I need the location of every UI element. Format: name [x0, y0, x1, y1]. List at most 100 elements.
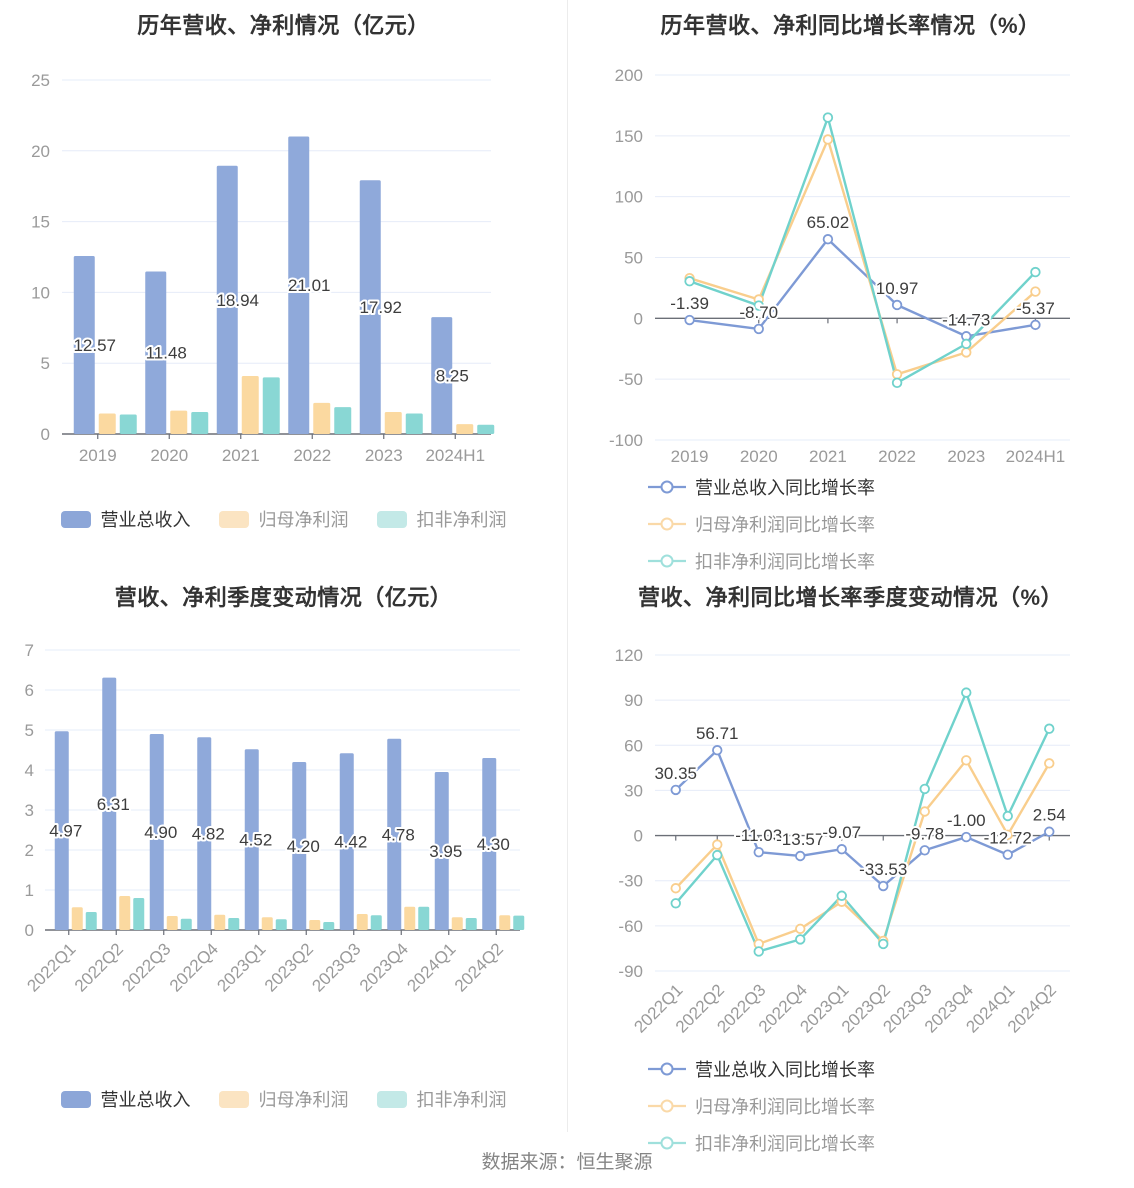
- svg-text:2022: 2022: [293, 446, 331, 465]
- svg-text:2022: 2022: [878, 447, 916, 466]
- chart-title: 历年营收、净利同比增长率情况（%）: [660, 13, 1041, 38]
- legend-label: 营业总收入同比增长率: [695, 1060, 875, 1080]
- legend-label: 归母净利润同比增长率: [695, 1097, 875, 1117]
- legend-line-marker-icon: [648, 517, 686, 531]
- legend-item-yearly-bar-0[interactable]: 营业总收入: [60, 506, 191, 532]
- svg-text:-1.00: -1.00: [947, 811, 986, 830]
- legend-line-marker-icon: [648, 1136, 686, 1150]
- svg-text:5: 5: [25, 721, 34, 740]
- legend-swatch-icon: [376, 510, 407, 528]
- svg-text:30: 30: [624, 781, 643, 800]
- legend-item-yearly-bar-2[interactable]: 扣非净利润: [376, 506, 507, 532]
- svg-text:-9.07: -9.07: [822, 823, 861, 842]
- svg-text:25: 25: [31, 71, 50, 90]
- legend-yearly-growth: 营业总收入同比增长率 归母净利润同比增长率扣非净利润同比增长率: [647, 474, 1134, 574]
- legend-label: 营业总收入: [100, 1090, 191, 1110]
- svg-text:2019: 2019: [671, 447, 709, 466]
- svg-text:2022Q1: 2022Q1: [23, 939, 79, 995]
- svg-text:2020: 2020: [740, 447, 778, 466]
- svg-text:4: 4: [25, 761, 34, 780]
- legend-swatch-icon: [218, 1090, 249, 1108]
- svg-text:6: 6: [25, 681, 34, 700]
- svg-text:2021: 2021: [222, 446, 260, 465]
- column-divider: [567, 0, 568, 1132]
- legend-label: 归母净利润: [258, 510, 349, 530]
- legend-yearly-bar: 营业总收入 归母净利润 扣非净利润: [0, 506, 567, 532]
- svg-text:0: 0: [25, 921, 34, 940]
- svg-text:120: 120: [615, 646, 643, 665]
- svg-text:2022Q3: 2022Q3: [118, 939, 174, 995]
- svg-text:2024H1: 2024H1: [425, 446, 485, 465]
- svg-text:0: 0: [41, 425, 50, 444]
- legend-swatch-icon: [60, 1090, 91, 1108]
- svg-text:-1.39: -1.39: [670, 294, 709, 313]
- svg-text:-90: -90: [618, 962, 643, 981]
- quadrant-yearly-bar: 历年营收、净利情况（亿元） 0 5 10 15 20 25 12.57 11.48 18.94 2…: [0, 0, 567, 558]
- svg-text:150: 150: [615, 127, 643, 146]
- svg-text:4.82: 4.82: [192, 825, 225, 844]
- svg-text:0: 0: [634, 309, 643, 328]
- svg-text:2023Q2: 2023Q2: [261, 939, 317, 995]
- svg-text:4.90: 4.90: [144, 823, 177, 842]
- legend-label: 扣非净利润同比增长率: [695, 552, 875, 572]
- svg-text:17.92: 17.92: [359, 298, 402, 317]
- svg-text:2024H1: 2024H1: [1006, 447, 1066, 466]
- svg-text:12.57: 12.57: [73, 336, 116, 355]
- legend-quarterly-bar: 营业总收入 归母净利润 扣非净利润: [0, 1086, 567, 1112]
- legend-label: 扣非净利润: [416, 1090, 507, 1110]
- chart-title: 营收、净利同比增长率季度变动情况（%）: [637, 585, 1064, 610]
- svg-text:-60: -60: [618, 917, 643, 936]
- legend-quarterly-growth: 营业总收入同比增长率 归母净利润同比增长率扣非净利润同比增长率: [647, 1056, 1134, 1156]
- svg-text:90: 90: [624, 691, 643, 710]
- legend-item-yearly-growth-1[interactable]: 归母净利润同比增长率: [647, 511, 875, 537]
- svg-text:2019: 2019: [79, 446, 117, 465]
- svg-text:10.97: 10.97: [876, 279, 919, 298]
- legend-item-yearly-growth-0[interactable]: 营业总收入同比增长率: [647, 474, 875, 500]
- svg-text:-12.72: -12.72: [984, 829, 1032, 848]
- legend-swatch-icon: [60, 510, 91, 528]
- svg-text:4.30: 4.30: [477, 835, 510, 854]
- svg-text:3: 3: [25, 801, 34, 820]
- svg-text:4.78: 4.78: [382, 825, 415, 844]
- legend-label: 扣非净利润: [416, 510, 507, 530]
- svg-text:65.02: 65.02: [807, 213, 850, 232]
- legend-item-yearly-growth-2[interactable]: 扣非净利润同比增长率: [647, 548, 875, 574]
- legend-item-quarterly-bar-1[interactable]: 归母净利润: [218, 1086, 349, 1112]
- legend-line-marker-icon: [648, 1062, 686, 1076]
- quadrant-quarterly-bar: 营收、净利季度变动情况（亿元） 0 1 2 3 4 5 6 7 4.97 6.31 4.90 4.82…: [0, 558, 567, 1132]
- quadrant-yearly-growth: 历年营收、净利同比增长率情况（%） -100 -50 0 50 100 150 200 -1.…: [567, 0, 1134, 572]
- svg-text:2024Q1: 2024Q1: [403, 939, 459, 995]
- svg-text:2023Q4: 2023Q4: [356, 939, 412, 995]
- svg-text:8.25: 8.25: [436, 367, 469, 386]
- legend-item-quarterly-bar-0[interactable]: 营业总收入: [60, 1086, 191, 1112]
- svg-text:21.01: 21.01: [288, 276, 331, 295]
- data-source: 数据来源：恒生聚源: [481, 1151, 653, 1173]
- svg-text:-33.53: -33.53: [859, 860, 907, 879]
- legend-item-yearly-bar-1[interactable]: 归母净利润: [218, 506, 349, 532]
- svg-text:100: 100: [615, 188, 643, 207]
- svg-text:1: 1: [25, 881, 34, 900]
- svg-text:3.95: 3.95: [429, 842, 462, 861]
- legend-label: 营业总收入: [100, 510, 191, 530]
- chart-title: 营收、净利季度变动情况（亿元）: [114, 585, 453, 610]
- svg-text:2.54: 2.54: [1033, 806, 1066, 825]
- svg-text:56.71: 56.71: [696, 724, 739, 743]
- svg-text:200: 200: [615, 66, 643, 85]
- legend-item-quarterly-growth-1[interactable]: 归母净利润同比增长率: [647, 1093, 875, 1119]
- svg-text:10: 10: [31, 283, 50, 302]
- svg-text:4.42: 4.42: [334, 833, 367, 852]
- svg-text:2023Q1: 2023Q1: [213, 939, 269, 995]
- legend-item-quarterly-bar-2[interactable]: 扣非净利润: [376, 1086, 507, 1112]
- svg-text:20: 20: [31, 142, 50, 161]
- svg-text:50: 50: [624, 249, 643, 268]
- svg-text:4.97: 4.97: [49, 822, 82, 841]
- svg-text:2023: 2023: [947, 447, 985, 466]
- svg-text:5: 5: [41, 354, 50, 373]
- legend-item-quarterly-growth-2[interactable]: 扣非净利润同比增长率: [647, 1130, 875, 1156]
- svg-text:60: 60: [624, 736, 643, 755]
- svg-text:2024Q2: 2024Q2: [451, 939, 507, 995]
- svg-text:0: 0: [634, 827, 643, 846]
- legend-item-quarterly-growth-0[interactable]: 营业总收入同比增长率: [647, 1056, 875, 1082]
- legend-label: 归母净利润: [258, 1090, 349, 1110]
